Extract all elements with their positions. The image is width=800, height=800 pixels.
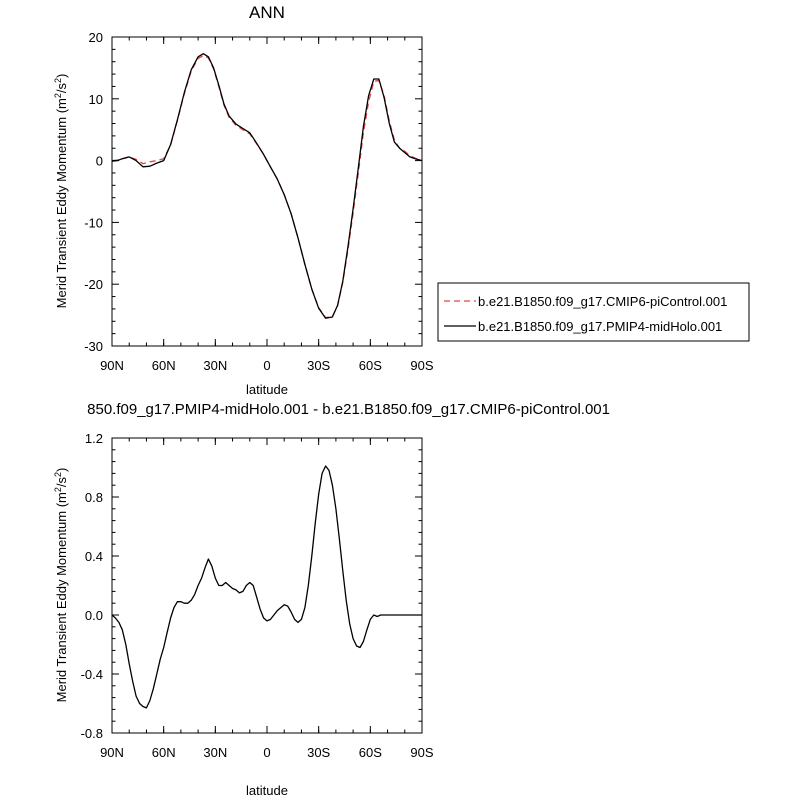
top-ytick-label: 0 <box>96 154 103 169</box>
bottom-plot-frame <box>111 437 423 734</box>
bottom-xlabel: latitude <box>246 783 288 798</box>
bottom-xtick-label: 90N <box>100 745 124 760</box>
bottom-ytick-label: 1.2 <box>85 431 103 446</box>
bottom-xtick-label: 30N <box>203 745 227 760</box>
bottom-ytick-label: -0.8 <box>81 726 103 741</box>
top-ytick-label: 20 <box>89 30 103 45</box>
legend-box <box>437 282 750 342</box>
top-series-line-0 <box>111 54 423 319</box>
legend-label-midholo: b.e21.B1850.f09_g17.PMIP4-midHolo.001 <box>478 319 722 334</box>
bottom-series-line-0 <box>111 465 422 709</box>
top-xtick-label: 90N <box>100 358 124 373</box>
top-xtick-label: 30S <box>307 358 330 373</box>
top-xtick-label: 60N <box>152 358 176 373</box>
top-plot-frame <box>111 36 423 347</box>
bottom-ytick-label: -0.4 <box>81 667 103 682</box>
legend-label-picontrol: b.e21.B1850.f09_g17.CMIP6-piControl.001 <box>478 294 727 309</box>
top-panel: ANN 90N 60N 30N 0 30S 60S 90S -30 -20 -10 0 10 20 la… <box>53 3 434 397</box>
top-title: ANN <box>249 3 285 22</box>
bottom-xtick-label: 0 <box>263 745 270 760</box>
top-xtick-label: 0 <box>263 358 270 373</box>
top-ytick-label: -10 <box>84 215 103 230</box>
bottom-ylabel: Merid Transient Eddy Momentum (m2/s2) <box>53 468 69 703</box>
top-xtick-label: 30N <box>203 358 227 373</box>
bottom-xtick-label: 60S <box>359 745 382 760</box>
top-xlabel: latitude <box>246 382 288 397</box>
bottom-plot-area: 90N 60N 30N 0 30S 60S 90S -0.8 -0.4 0.0 0.4 0.8 1.2 <box>81 431 434 760</box>
top-xtick-label: 90S <box>410 358 433 373</box>
bottom-ytick-label: 0.4 <box>85 549 103 564</box>
top-ytick-label: -20 <box>84 277 103 292</box>
top-xtick-label: 60S <box>359 358 382 373</box>
bottom-xtick-label: 60N <box>152 745 176 760</box>
top-ylabel: Merid Transient Eddy Momentum (m2/s2) <box>53 74 69 309</box>
bottom-panel: 850.f09_g17.PMIP4-midHolo.001 - b.e21.B1… <box>53 401 610 798</box>
legend: b.e21.B1850.f09_g17.CMIP6-piControl.001 … <box>437 282 750 342</box>
top-ytick-label: -30 <box>84 339 103 354</box>
bottom-ytick-label: 0.0 <box>85 608 103 623</box>
top-ytick-label: 10 <box>89 92 103 107</box>
top-plot-area: 90N 60N 30N 0 30S 60S 90S -30 -20 -10 0 10 20 <box>84 30 434 373</box>
bottom-ytick-label: 0.8 <box>85 490 103 505</box>
bottom-title: 850.f09_g17.PMIP4-midHolo.001 - b.e21.B1… <box>87 401 610 418</box>
bottom-xtick-label: 30S <box>307 745 330 760</box>
top-series-line-1 <box>111 53 423 319</box>
bottom-xtick-label: 90S <box>410 745 433 760</box>
